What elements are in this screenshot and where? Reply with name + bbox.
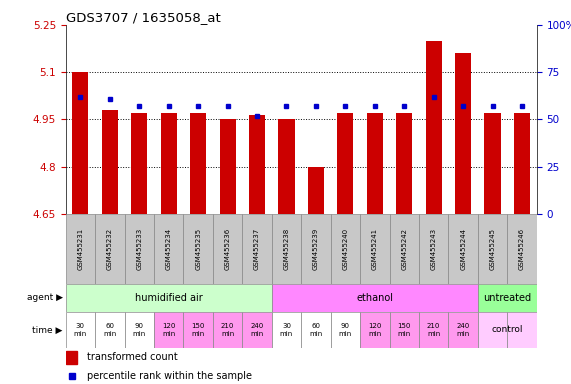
Bar xyxy=(154,312,183,348)
Bar xyxy=(389,214,419,284)
Bar xyxy=(419,214,448,284)
Text: 120
min: 120 min xyxy=(368,323,381,336)
Text: GSM455245: GSM455245 xyxy=(489,228,496,270)
Text: 30
min: 30 min xyxy=(74,323,87,336)
Bar xyxy=(478,214,507,284)
Text: transformed count: transformed count xyxy=(87,353,178,362)
Text: GSM455234: GSM455234 xyxy=(166,228,172,270)
Text: 120
min: 120 min xyxy=(162,323,175,336)
Text: GSM455232: GSM455232 xyxy=(107,228,113,270)
Bar xyxy=(308,167,324,214)
Bar xyxy=(448,214,478,284)
Text: 90
min: 90 min xyxy=(132,323,146,336)
Bar xyxy=(124,214,154,284)
Bar xyxy=(190,113,206,214)
Text: GSM455242: GSM455242 xyxy=(401,228,407,270)
Text: GSM455231: GSM455231 xyxy=(78,228,83,270)
Bar xyxy=(419,312,448,348)
Text: agent ▶: agent ▶ xyxy=(27,293,63,303)
Text: 150
min: 150 min xyxy=(397,323,411,336)
Text: 90
min: 90 min xyxy=(339,323,352,336)
Text: GSM455243: GSM455243 xyxy=(431,228,437,270)
Bar xyxy=(337,113,353,214)
Text: GSM455241: GSM455241 xyxy=(372,228,378,270)
Bar xyxy=(213,312,242,348)
Bar xyxy=(448,312,478,348)
Text: 240
min: 240 min xyxy=(456,323,470,336)
Bar xyxy=(484,113,501,214)
Bar xyxy=(249,115,265,214)
Text: 210
min: 210 min xyxy=(221,323,234,336)
Text: GSM455237: GSM455237 xyxy=(254,228,260,270)
Bar xyxy=(478,312,507,348)
Bar xyxy=(279,119,295,214)
Bar xyxy=(331,312,360,348)
Bar xyxy=(183,214,213,284)
Bar xyxy=(131,113,147,214)
Text: GSM455235: GSM455235 xyxy=(195,228,201,270)
Bar xyxy=(272,284,478,312)
Text: 240
min: 240 min xyxy=(251,323,264,336)
Bar xyxy=(507,312,537,348)
Bar xyxy=(301,214,331,284)
Text: GSM455233: GSM455233 xyxy=(136,228,142,270)
Text: 30
min: 30 min xyxy=(280,323,293,336)
Bar xyxy=(95,214,124,284)
Text: GSM455236: GSM455236 xyxy=(224,228,231,270)
Bar xyxy=(514,113,530,214)
Bar xyxy=(396,113,412,214)
Bar xyxy=(160,113,177,214)
Bar xyxy=(360,312,389,348)
Text: GSM455240: GSM455240 xyxy=(343,228,348,270)
Bar xyxy=(425,41,442,214)
Text: 150
min: 150 min xyxy=(191,323,205,336)
Bar xyxy=(73,72,89,214)
Text: ethanol: ethanol xyxy=(356,293,393,303)
Text: humidified air: humidified air xyxy=(135,293,203,303)
Text: GDS3707 / 1635058_at: GDS3707 / 1635058_at xyxy=(66,11,220,24)
Bar xyxy=(242,214,272,284)
Bar xyxy=(66,284,272,312)
Bar xyxy=(183,312,213,348)
Bar xyxy=(242,312,272,348)
Bar xyxy=(66,312,95,348)
Bar xyxy=(478,284,537,312)
Bar xyxy=(272,312,301,348)
Text: GSM455244: GSM455244 xyxy=(460,228,466,270)
Bar xyxy=(213,214,242,284)
Bar xyxy=(367,113,383,214)
Text: GSM455238: GSM455238 xyxy=(283,228,289,270)
Bar xyxy=(154,214,183,284)
Bar xyxy=(331,214,360,284)
Text: percentile rank within the sample: percentile rank within the sample xyxy=(87,371,252,381)
Bar xyxy=(95,312,124,348)
Bar xyxy=(124,312,154,348)
Bar xyxy=(66,351,78,364)
Bar xyxy=(507,214,537,284)
Text: 60
min: 60 min xyxy=(103,323,116,336)
Text: 210
min: 210 min xyxy=(427,323,440,336)
Text: 60
min: 60 min xyxy=(309,323,323,336)
Bar xyxy=(360,214,389,284)
Bar xyxy=(102,110,118,214)
Bar xyxy=(455,53,471,214)
Bar xyxy=(272,214,301,284)
Bar xyxy=(389,312,419,348)
Text: GSM455246: GSM455246 xyxy=(519,228,525,270)
Text: control: control xyxy=(492,326,523,334)
Text: GSM455239: GSM455239 xyxy=(313,228,319,270)
Bar xyxy=(66,214,95,284)
Bar xyxy=(219,119,236,214)
Text: time ▶: time ▶ xyxy=(33,326,63,334)
Text: untreated: untreated xyxy=(483,293,532,303)
Bar xyxy=(301,312,331,348)
